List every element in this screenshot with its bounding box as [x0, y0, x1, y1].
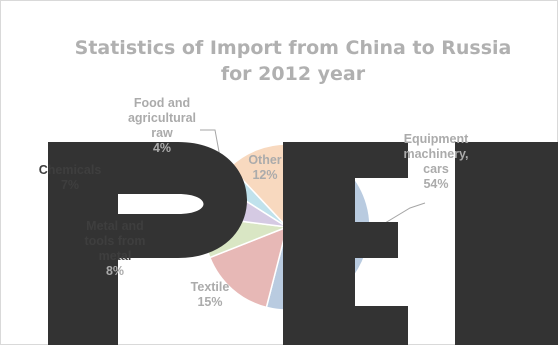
pie-slice-2	[208, 225, 289, 309]
slice-category-label-5-line-2: agricultural	[128, 111, 196, 125]
watermark-letter-d	[455, 142, 558, 345]
slice-category-label-3-line-3: metal	[99, 249, 132, 263]
slice-category-label-3-line-1: Metal and	[86, 219, 144, 233]
slice-value-label-5: 4%	[153, 141, 171, 155]
slice-category-label-1-line-1: Equipment	[404, 132, 469, 146]
slice-value-label-3: 8%	[106, 264, 124, 278]
slice-category-label-2-line-1: Textile	[191, 280, 230, 294]
slice-category-label-5-line-1: Food and	[134, 96, 190, 110]
slice-category-label-4-line-1: Chemicals	[39, 163, 102, 177]
watermark-letter-p	[48, 142, 247, 345]
slice-value-label-6: 12%	[252, 168, 277, 182]
slice-value-label-4: 7%	[61, 178, 79, 192]
slice-value-label-2: 15%	[197, 295, 222, 309]
slice-category-label-1-line-3: cars	[423, 162, 449, 176]
slice-category-label-5-line-3: raw	[151, 126, 173, 140]
slice-category-label-3-line-2: tools from	[84, 234, 145, 248]
slice-value-label-1: 54%	[423, 177, 448, 191]
slice-category-label-6-line-1: Other	[248, 153, 281, 167]
watermark-letter-e	[283, 142, 408, 345]
chart-title-line-1: Statistics of Import from China to Russi…	[75, 37, 512, 59]
chart-title-line-2: for 2012 year	[221, 63, 366, 85]
watermark-ped	[48, 142, 558, 345]
slice-category-label-1-line-2: machinery,	[403, 147, 468, 161]
